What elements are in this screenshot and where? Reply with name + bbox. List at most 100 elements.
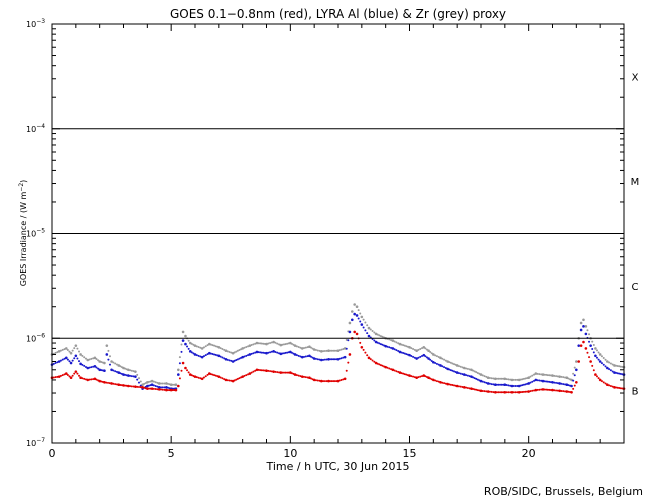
series-1-point xyxy=(248,353,252,356)
series-2-point xyxy=(613,386,616,389)
series-0-point xyxy=(613,364,616,367)
series-0-point xyxy=(348,321,352,325)
series-1-point xyxy=(181,339,185,342)
series-0-point xyxy=(126,368,130,372)
series-0-sample xyxy=(592,344,595,347)
series-0-sample xyxy=(137,377,140,380)
series-0-sample xyxy=(379,335,382,338)
x-tick-label-10: 10 xyxy=(283,447,297,460)
series-2-sample xyxy=(395,370,398,373)
series-0-sample xyxy=(595,349,598,352)
series-0-sample xyxy=(618,365,621,368)
series-1-sample xyxy=(214,353,217,356)
series-0-sample xyxy=(115,363,118,366)
series-1-sample xyxy=(475,377,478,380)
series-2-sample xyxy=(492,391,495,394)
series-0-sample xyxy=(238,348,241,351)
series-2-sample xyxy=(309,377,312,380)
series-1-sample xyxy=(245,354,248,357)
series-0-sample xyxy=(219,347,222,350)
series-2-sample xyxy=(161,388,164,391)
series-1-sample xyxy=(378,342,381,345)
series-1-point xyxy=(432,360,435,364)
series-0-sample xyxy=(437,356,440,359)
series-0-sample xyxy=(419,348,422,351)
series-1-point xyxy=(200,355,204,359)
series-0-sample xyxy=(178,356,181,359)
series-2-sample xyxy=(572,387,575,390)
x-tick-label-0: 0 xyxy=(49,447,56,460)
series-2-sample xyxy=(147,387,150,390)
series-0-sample xyxy=(223,348,226,351)
series-1-point xyxy=(224,357,228,361)
series-1-sample xyxy=(472,376,475,379)
series-1-point xyxy=(415,357,418,360)
series-1-sample xyxy=(257,351,260,354)
series-2-sample xyxy=(114,383,117,386)
series-0-sample xyxy=(114,362,117,365)
series-0-sample xyxy=(333,349,336,352)
series-0-sample xyxy=(68,350,71,353)
series-1-point xyxy=(575,368,578,372)
series-0-sample xyxy=(90,357,93,360)
series-0-sample xyxy=(252,343,255,346)
series-0-sample xyxy=(591,340,594,343)
series-2-point xyxy=(300,375,304,378)
series-1-sample xyxy=(186,345,189,348)
series-0-sample xyxy=(95,358,98,361)
series-1-point xyxy=(103,369,106,373)
series-2-point xyxy=(65,372,68,375)
series-0-sample xyxy=(59,349,62,352)
series-1-sample xyxy=(381,343,384,346)
series-2-sample xyxy=(257,368,260,371)
series-2-sample xyxy=(441,381,444,384)
series-2-sample xyxy=(373,360,376,363)
series-0-sample xyxy=(500,377,503,380)
series-1-sample xyxy=(56,361,59,364)
series-2-point xyxy=(157,388,161,391)
series-0-point xyxy=(177,368,180,372)
series-2-sample xyxy=(419,375,422,378)
y-axis-label-end: ) xyxy=(19,180,28,183)
series-2-sample xyxy=(495,391,498,394)
series-1-sample xyxy=(448,368,451,371)
series-0-sample xyxy=(490,377,493,380)
series-2-point xyxy=(241,375,244,378)
series-0-sample xyxy=(286,342,289,345)
series-0-sample xyxy=(124,367,127,370)
series-1-sample xyxy=(413,356,416,359)
series-0-sample xyxy=(376,333,379,336)
series-1-sample xyxy=(209,352,212,355)
series-2-sample xyxy=(472,388,475,391)
series-0-point xyxy=(169,383,173,387)
series-0-sample xyxy=(330,349,333,352)
series-0-sample xyxy=(473,370,476,373)
series-0-sample xyxy=(485,375,488,378)
series-2-point xyxy=(343,377,347,381)
series-0-sample xyxy=(543,373,546,376)
series-2-point xyxy=(355,332,359,336)
series-2-point xyxy=(74,370,78,373)
series-1-sample xyxy=(556,382,559,385)
series-0-sample xyxy=(410,347,413,350)
series-2-sample xyxy=(490,390,493,393)
series-0-point xyxy=(534,372,538,375)
series-2-sample xyxy=(412,375,415,378)
series-0-sample xyxy=(509,378,512,381)
series-0-sample xyxy=(84,357,87,360)
series-2-sample xyxy=(567,390,570,393)
series-1-sample xyxy=(495,383,498,386)
series-0-sample xyxy=(444,359,447,362)
series-2-sample xyxy=(252,370,255,373)
series-0-sample xyxy=(492,377,495,380)
series-0-sample xyxy=(403,344,406,347)
series-0-sample xyxy=(260,342,263,345)
series-2-sample xyxy=(276,371,279,374)
series-2-point xyxy=(575,380,578,384)
series-1-sample xyxy=(304,355,307,358)
series-2-sample xyxy=(405,373,408,376)
series-2-sample xyxy=(512,391,515,394)
series-0-point xyxy=(439,356,442,360)
series-2-sample xyxy=(221,377,224,380)
